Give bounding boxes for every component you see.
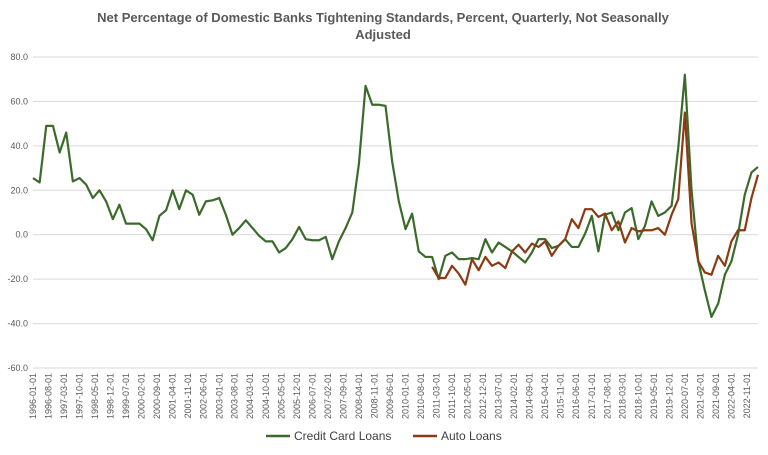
x-tick-label: 2005-12-01 (292, 373, 302, 419)
x-tick-label: 2008-04-01 (354, 373, 364, 419)
x-tick-label: 2013-07-01 (494, 373, 504, 419)
y-axis-tick-labels: 80.0 60.0 40.0 20.0 0.0 -20.0 -40.0 -60.0 (7, 52, 28, 373)
x-tick-label: 2015-11-01 (556, 373, 566, 418)
x-tick-label: 2014-09-01 (525, 373, 535, 419)
x-tick-label: 2018-03-01 (618, 373, 628, 419)
x-tick-label: 1998-05-01 (90, 373, 100, 419)
x-tick-label: 2007-02-01 (323, 373, 333, 419)
y-tick-label: 40.0 (10, 141, 28, 151)
chart-title-line-2: Adjusted (355, 27, 411, 42)
x-tick-label: 1996-01-01 (28, 373, 38, 419)
x-tick-label: 1997-03-01 (59, 373, 69, 419)
x-tick-label: 2019-12-01 (664, 373, 674, 419)
x-tick-label: 2010-08-01 (416, 373, 426, 419)
x-tick-label: 2021-02-01 (696, 373, 706, 419)
x-tick-label: 2000-02-01 (137, 373, 147, 419)
x-axis-tick-labels: 1996-01-01 1996-08-01 1997-03-01 1997-10-01… (28, 373, 752, 419)
x-tick-label: 2003-08-01 (230, 373, 240, 419)
x-tick-label: 2012-05-01 (463, 373, 473, 419)
x-tick-label: 2001-04-01 (168, 373, 178, 419)
x-tick-label: 2004-03-01 (245, 373, 255, 419)
x-tick-label: 2012-12-01 (478, 373, 488, 419)
y-tick-label: 0.0 (15, 230, 28, 240)
x-tick-label: 1996-08-01 (44, 373, 54, 419)
x-tick-label: 2005-05-01 (276, 373, 286, 419)
x-tick-label: 2018-10-01 (633, 373, 643, 419)
x-tick-label: 2009-06-01 (385, 373, 395, 419)
x-tick-label: 2017-01-01 (587, 373, 597, 419)
x-tick-label: 2010-01-01 (401, 373, 411, 419)
series-line-auto-loans (431, 111, 760, 286)
legend: Credit Card Loans Auto Loans (266, 429, 502, 443)
x-tick-label: 2022-04-01 (726, 373, 736, 419)
x-tick-label: 2008-11-01 (370, 373, 380, 418)
x-tick-label: 1997-10-01 (75, 373, 85, 419)
y-tick-label: 60.0 (10, 96, 28, 106)
series-lines (32, 73, 760, 319)
x-tick-label: 2002-06-01 (199, 373, 209, 419)
x-tick-label: 2004-10-01 (261, 373, 271, 419)
y-tick-label: -60.0 (7, 363, 28, 373)
x-tick-label: 1998-12-01 (106, 373, 116, 419)
x-tick-label: 2016-06-01 (571, 373, 581, 419)
y-tick-label: -40.0 (7, 319, 28, 329)
x-tick-label: 2011-10-01 (447, 373, 457, 418)
x-tick-label: 2001-11-01 (183, 373, 193, 418)
series-line-credit-card-loans (32, 73, 759, 319)
x-tick-label: 2011-03-01 (431, 373, 441, 418)
y-tick-label: 20.0 (10, 185, 28, 195)
x-tick-label: 2007-09-01 (338, 373, 348, 419)
x-tick-label: 1999-07-01 (121, 373, 131, 419)
x-tick-label: 2006-07-01 (307, 373, 317, 419)
x-tick-label: 2014-02-01 (509, 373, 519, 419)
x-tick-label: 2019-05-01 (649, 373, 659, 419)
legend-label-credit-card-loans: Credit Card Loans (294, 429, 391, 443)
x-tick-label: 2003-01-01 (214, 373, 224, 419)
chart-title-line-1: Net Percentage of Domestic Banks Tighten… (97, 10, 669, 25)
x-tick-label: 2000-09-01 (152, 373, 162, 419)
x-tick-label: 2020-07-01 (680, 373, 690, 419)
legend-label-auto-loans: Auto Loans (441, 429, 502, 443)
x-tick-label: 2015-04-01 (540, 373, 550, 419)
x-tick-label: 2017-08-01 (602, 373, 612, 419)
y-tick-label: 80.0 (10, 52, 28, 62)
x-tick-label: 2021-09-01 (711, 373, 721, 419)
x-tick-label: 2022-11-01 (742, 373, 752, 418)
y-tick-label: -20.0 (7, 274, 28, 284)
